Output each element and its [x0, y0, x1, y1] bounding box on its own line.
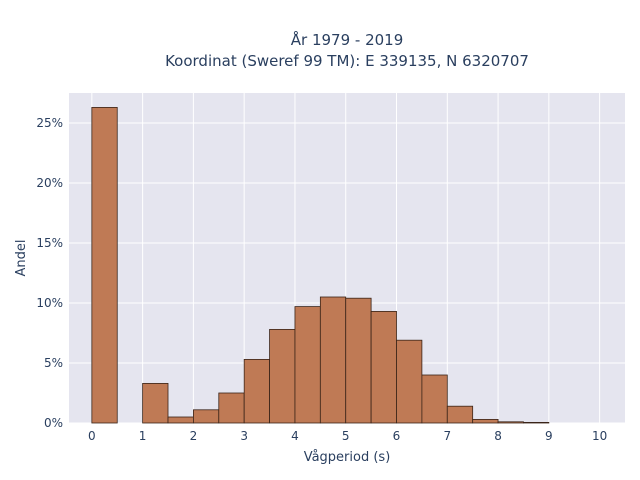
- x-tick-label-6: 6: [393, 429, 401, 443]
- x-tick-label-2: 2: [190, 429, 198, 443]
- x-gridlines: [91, 93, 601, 423]
- x-tick-label-7: 7: [443, 429, 451, 443]
- bar-5: [218, 392, 245, 424]
- bar-9: [319, 296, 347, 424]
- x-tick-label-8: 8: [494, 429, 502, 443]
- x-tick-labels: 0 1 2 3 4 5 6 7 8 9 10: [88, 429, 607, 443]
- chart-subtitle: Koordinat (Sweref 99 TM): E 339135, N 63…: [165, 52, 529, 70]
- chart-title: År 1979 - 2019: [291, 30, 404, 49]
- y-tick-label-2: 10%: [36, 296, 63, 310]
- x-tick-label-10: 10: [592, 429, 607, 443]
- bar-15: [472, 418, 499, 424]
- bar-10: [345, 297, 372, 424]
- y-tick-label-3: 15%: [36, 236, 63, 250]
- y-tick-label-1: 5%: [44, 356, 63, 370]
- bar-7: [269, 328, 296, 424]
- bar-6: [243, 358, 270, 424]
- bars: [91, 107, 550, 424]
- x-tick-label-9: 9: [545, 429, 553, 443]
- x-tick-label-5: 5: [342, 429, 350, 443]
- y-tick-label-4: 20%: [36, 176, 63, 190]
- x-axis-title: Vågperiod (s): [304, 450, 391, 465]
- bar-16: [497, 421, 524, 424]
- bar-3: [167, 416, 194, 424]
- bar-8: [294, 306, 321, 424]
- bar-11: [370, 310, 397, 424]
- x-tick-label-4: 4: [291, 429, 299, 443]
- y-axis-title: Andel: [14, 240, 29, 277]
- y-tick-label-0: 0%: [44, 416, 63, 430]
- bar-4: [193, 409, 220, 424]
- bar-13: [421, 374, 448, 424]
- x-tick-label-3: 3: [240, 429, 248, 443]
- y-tick-labels: 0% 5% 10% 15% 20% 25%: [36, 116, 63, 430]
- x-tick-label-1: 1: [139, 429, 147, 443]
- bar-0: [91, 107, 118, 424]
- y-tick-label-5: 25%: [36, 116, 63, 130]
- bar-12: [396, 339, 423, 424]
- bar-14: [446, 405, 474, 424]
- x-tick-label-0: 0: [88, 429, 96, 443]
- bar-17: [523, 421, 550, 424]
- bar-2: [142, 382, 169, 424]
